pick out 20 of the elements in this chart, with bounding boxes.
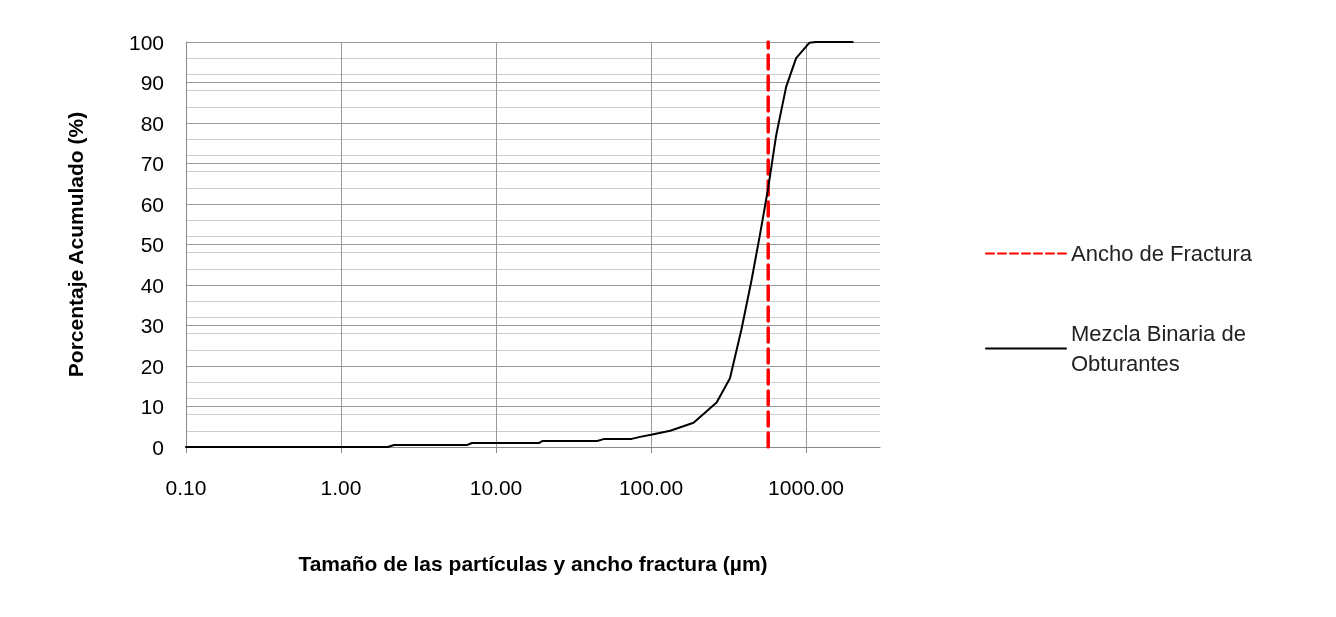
y-tick-label: 100 bbox=[128, 30, 164, 54]
y-tick-label: 0 bbox=[152, 435, 164, 459]
x-tick-label: 1000.00 bbox=[768, 476, 844, 499]
y-tick-label: 40 bbox=[140, 273, 164, 297]
x-tick-label: 0.10 bbox=[165, 476, 207, 499]
x-tick-label: 1.00 bbox=[320, 476, 362, 499]
y-tick-label: 60 bbox=[140, 192, 164, 216]
y-axis-title: Porcentaje Acumulado (%) bbox=[64, 111, 87, 378]
y-tick-label: 10 bbox=[140, 395, 164, 418]
x-tick-label: 10.00 bbox=[469, 476, 523, 499]
y-tick-label: 70 bbox=[140, 152, 164, 175]
y-tick-label: 90 bbox=[140, 71, 164, 94]
x-tick-label: 100.00 bbox=[618, 476, 684, 499]
x-axis-title: Tamaño de las partículas y ancho fractura (µm) bbox=[298, 552, 768, 575]
legend-label: Mezcla Binaria de Obturantes bbox=[1071, 321, 1252, 376]
y-tick-label: 20 bbox=[140, 354, 164, 378]
y-tick-label: 30 bbox=[140, 314, 164, 337]
y-tick-label: 80 bbox=[140, 111, 164, 135]
y-tick-label: 50 bbox=[140, 233, 164, 256]
legend-label: Ancho de Fractura bbox=[1071, 241, 1253, 266]
